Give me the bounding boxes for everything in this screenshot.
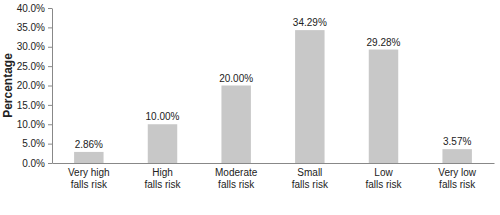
y-tick: 30.0% bbox=[17, 41, 52, 52]
plot: 0.0% 5.0% 10.0% 15.0% 20.0% 25.0% 30.0% 35.0% 40… bbox=[17, 3, 495, 190]
y-axis: 0.0% 5.0% 10.0% 15.0% 20.0% 25.0% 30.0% 35.0% 40… bbox=[17, 3, 53, 169]
x-tick: Moderatefalls risk bbox=[215, 167, 258, 190]
x-tick-label-line: falls risk bbox=[439, 179, 476, 190]
bar bbox=[148, 124, 177, 163]
x-tick-label-line: Moderate bbox=[215, 167, 258, 178]
y-tick: 0.0% bbox=[22, 158, 52, 169]
y-axis-line bbox=[52, 9, 53, 164]
y-tick-label: 10.0% bbox=[17, 119, 45, 130]
y-tick-label: 30.0% bbox=[17, 41, 45, 52]
y-tick-mark bbox=[48, 144, 52, 145]
data-label: 3.57% bbox=[443, 136, 471, 147]
chart: 0.0% 5.0% 10.0% 15.0% 20.0% 25.0% 30.0% 35.0% 40… bbox=[0, 0, 500, 215]
y-tick-label: 0.0% bbox=[22, 158, 45, 169]
x-tick: Highfalls risk bbox=[144, 167, 181, 190]
data-label: 10.00% bbox=[146, 111, 180, 122]
x-tick-label-line: falls risk bbox=[71, 179, 108, 190]
y-tick-label: 35.0% bbox=[17, 22, 45, 33]
x-axis: Very highfalls riskHighfalls riskModerat… bbox=[53, 164, 495, 190]
y-tick-mark bbox=[48, 163, 52, 164]
y-tick-mark bbox=[48, 47, 52, 48]
y-tick: 35.0% bbox=[17, 22, 52, 33]
x-tick-label: Very highfalls risk bbox=[68, 167, 110, 190]
data-label: 34.29% bbox=[293, 17, 327, 28]
y-tick-mark bbox=[48, 105, 52, 106]
x-tick-label: Lowfalls risk bbox=[365, 167, 402, 190]
y-tick: 10.0% bbox=[17, 119, 52, 130]
y-tick-mark bbox=[48, 66, 52, 67]
x-tick: Very lowfalls risk bbox=[438, 167, 477, 190]
x-tick-label-line: falls risk bbox=[218, 179, 255, 190]
y-tick: 5.0% bbox=[22, 138, 52, 149]
x-tick-label-line: falls risk bbox=[292, 179, 329, 190]
y-tick: 25.0% bbox=[17, 61, 52, 72]
y-tick-mark bbox=[48, 124, 52, 125]
x-tick-label: Highfalls risk bbox=[144, 167, 181, 190]
y-tick-label: 5.0% bbox=[22, 138, 45, 149]
bar bbox=[369, 50, 398, 163]
x-tick-label: Moderatefalls risk bbox=[215, 167, 258, 190]
y-tick-mark bbox=[48, 8, 52, 9]
bar bbox=[442, 149, 471, 163]
data-label: 20.00% bbox=[219, 73, 253, 84]
y-tick: 40.0% bbox=[17, 3, 52, 14]
y-tick-mark bbox=[48, 86, 52, 87]
x-tick-label: Very lowfalls risk bbox=[438, 167, 477, 190]
x-tick-label-line: falls risk bbox=[365, 179, 402, 190]
x-tick: Smallfalls risk bbox=[292, 167, 329, 190]
y-tick-label: 15.0% bbox=[17, 100, 45, 111]
x-axis-line bbox=[53, 163, 495, 164]
y-tick-label: 25.0% bbox=[17, 61, 45, 72]
x-tick-label-line: falls risk bbox=[144, 179, 181, 190]
y-axis-title: Percentage bbox=[1, 53, 15, 118]
x-tick-label-line: Very low bbox=[438, 167, 477, 178]
data-label: 29.28% bbox=[367, 37, 401, 48]
x-tick-label: Smallfalls risk bbox=[292, 167, 329, 190]
bar bbox=[74, 152, 103, 163]
x-tick-label-line: Small bbox=[297, 167, 322, 178]
y-tick-label: 20.0% bbox=[17, 80, 45, 91]
x-tick: Lowfalls risk bbox=[365, 167, 402, 190]
data-label: 2.86% bbox=[75, 139, 103, 150]
bar bbox=[295, 30, 324, 163]
x-tick-label-line: High bbox=[152, 167, 173, 178]
x-tick: Very highfalls risk bbox=[68, 167, 110, 190]
y-tick-label: 40.0% bbox=[17, 3, 45, 14]
y-tick-mark bbox=[48, 27, 52, 28]
y-tick: 20.0% bbox=[17, 80, 52, 91]
x-tick-label-line: Very high bbox=[68, 167, 110, 178]
bar bbox=[221, 86, 250, 164]
data-labels: 2.86% 10.00% 20.00% 34.29% 29.28% 3.57% bbox=[75, 17, 472, 150]
bars bbox=[74, 30, 472, 163]
x-tick-label-line: Low bbox=[374, 167, 393, 178]
y-tick: 15.0% bbox=[17, 100, 52, 111]
